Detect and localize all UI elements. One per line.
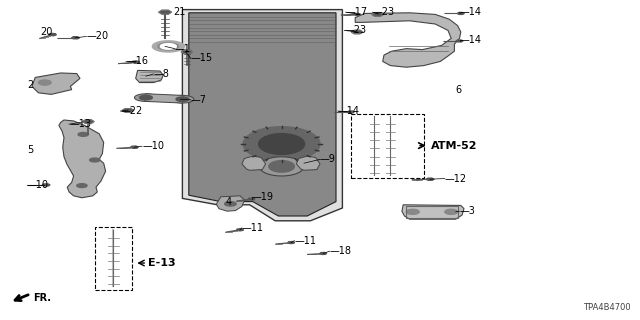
Polygon shape (72, 37, 79, 39)
Text: —10: —10 (142, 141, 164, 151)
Text: —23: —23 (344, 25, 367, 36)
Polygon shape (426, 178, 434, 180)
Polygon shape (347, 111, 355, 113)
Polygon shape (59, 120, 106, 198)
Text: —11: —11 (294, 236, 316, 246)
Text: —19: —19 (252, 192, 273, 202)
Polygon shape (32, 73, 80, 94)
Text: —14: —14 (460, 7, 481, 17)
Polygon shape (237, 229, 243, 231)
Text: —16: —16 (126, 56, 148, 67)
Polygon shape (132, 61, 140, 63)
Bar (351, 114, 424, 178)
Polygon shape (166, 45, 171, 47)
Polygon shape (140, 95, 152, 100)
Polygon shape (189, 13, 336, 216)
Polygon shape (225, 202, 236, 206)
Polygon shape (158, 43, 179, 50)
Text: 2: 2 (28, 80, 34, 90)
Polygon shape (259, 157, 304, 176)
Text: —10: —10 (27, 180, 49, 190)
Text: —9: —9 (320, 154, 336, 164)
Polygon shape (163, 44, 173, 48)
Text: 4: 4 (225, 196, 232, 207)
Text: FR.: FR. (33, 293, 51, 303)
Text: 21: 21 (173, 7, 185, 17)
Text: E-13: E-13 (148, 258, 176, 268)
Polygon shape (131, 146, 138, 148)
Polygon shape (122, 109, 134, 112)
Polygon shape (402, 205, 464, 219)
Text: —12: —12 (445, 173, 467, 184)
Polygon shape (269, 161, 294, 172)
Polygon shape (242, 156, 266, 170)
Polygon shape (161, 44, 177, 49)
Text: —20: —20 (86, 31, 109, 42)
Bar (406, 206, 458, 218)
Text: —15: —15 (191, 53, 213, 63)
Text: 5: 5 (27, 145, 33, 156)
Polygon shape (38, 80, 51, 85)
Polygon shape (406, 209, 419, 214)
Polygon shape (259, 134, 305, 154)
Polygon shape (351, 30, 363, 34)
Polygon shape (182, 10, 342, 221)
Text: —3: —3 (460, 206, 476, 216)
Polygon shape (181, 50, 193, 53)
Polygon shape (83, 120, 94, 123)
Text: —18: —18 (330, 246, 351, 256)
Text: 20: 20 (40, 27, 52, 37)
Text: —13: —13 (69, 119, 91, 129)
Polygon shape (320, 252, 326, 254)
Polygon shape (355, 13, 461, 67)
Polygon shape (288, 242, 294, 244)
Polygon shape (176, 97, 189, 101)
Polygon shape (163, 44, 173, 48)
Polygon shape (248, 198, 255, 200)
Polygon shape (159, 10, 172, 14)
Polygon shape (372, 13, 383, 16)
Text: —14: —14 (460, 35, 481, 45)
Polygon shape (457, 12, 465, 14)
Polygon shape (78, 132, 88, 136)
Polygon shape (353, 13, 361, 15)
Polygon shape (136, 70, 163, 83)
Text: TPA4B4700: TPA4B4700 (583, 303, 630, 312)
Text: —11: —11 (242, 223, 264, 233)
Text: ATM-52: ATM-52 (431, 140, 477, 151)
Text: —7: —7 (191, 95, 207, 105)
Text: —8: —8 (154, 69, 170, 79)
Text: —1: —1 (175, 44, 191, 54)
Polygon shape (456, 40, 463, 42)
Text: —23: —23 (372, 7, 395, 17)
Polygon shape (296, 156, 320, 170)
Polygon shape (445, 209, 458, 214)
Polygon shape (134, 94, 157, 101)
Polygon shape (42, 184, 50, 186)
Polygon shape (90, 158, 100, 162)
Text: —22: —22 (120, 106, 143, 116)
Bar (95, 227, 132, 290)
Polygon shape (144, 94, 184, 103)
Text: —14: —14 (338, 106, 360, 116)
Polygon shape (152, 41, 184, 52)
Polygon shape (171, 95, 194, 103)
Polygon shape (243, 127, 320, 161)
Text: —17: —17 (346, 7, 368, 17)
Polygon shape (77, 184, 87, 188)
Polygon shape (216, 196, 244, 211)
Polygon shape (49, 33, 56, 36)
Text: 6: 6 (456, 84, 462, 95)
